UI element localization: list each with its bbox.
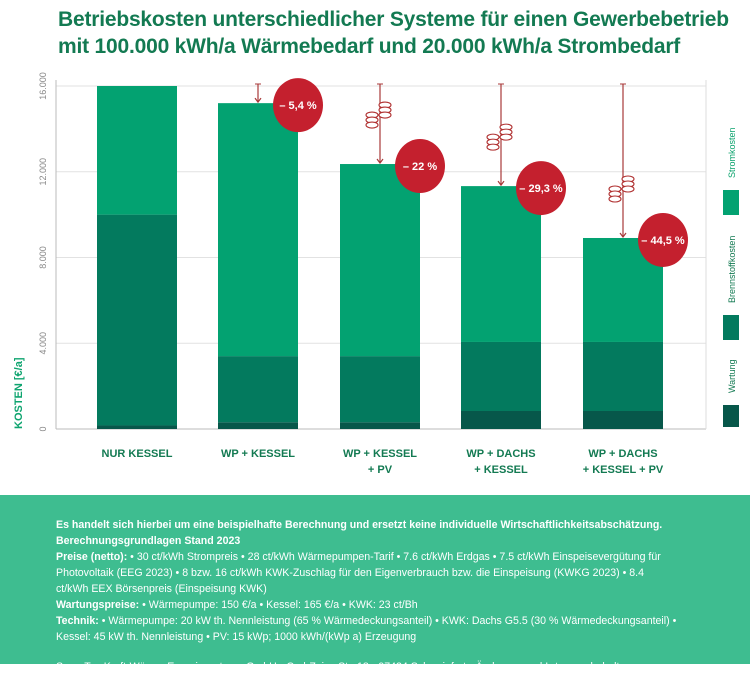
stacked-bar-chart: 0 4.000 8.000 12.000 16.000 KOSTEN [€/a] NUR K… <box>13 72 739 476</box>
prices-label: Preise (netto): <box>56 551 128 563</box>
y-tick-label: 8.000 <box>38 246 48 269</box>
y-tick-label: 0 <box>38 426 48 431</box>
prices-text: • 30 ct/kWh Strompreis • 28 ct/kWh Wärme… <box>56 551 661 595</box>
category-label: NUR KESSEL <box>102 448 173 460</box>
bar-brennstoffkosten <box>583 341 663 411</box>
coin-stack-icon <box>621 185 635 193</box>
arrow-head <box>254 97 262 104</box>
bar-wartung <box>218 422 298 429</box>
title-line-1: Betriebskosten unterschiedlicher Systeme… <box>58 8 729 31</box>
address: SenerTec Kraft-Wärme-Energiesysteme GmbH… <box>56 661 635 673</box>
bar-stromkosten <box>97 86 177 215</box>
savings-badge <box>638 212 688 267</box>
y-tick-label: 4.000 <box>38 332 48 355</box>
savings-label: – 22 % <box>403 161 437 173</box>
bar-stromkosten <box>461 186 541 342</box>
legend-swatch <box>723 405 739 427</box>
tech-label: Technik: <box>56 615 99 627</box>
category-label: WP + KESSEL <box>221 448 295 460</box>
maint-label: Wartungspreise: <box>56 599 140 611</box>
bar-stromkosten <box>340 164 420 357</box>
y-tick-label: 16.000 <box>38 72 48 100</box>
y-axis-label: KOSTEN [€/a] <box>13 357 25 429</box>
disclaimer: Es handelt sich hierbei um eine beispiel… <box>56 519 663 531</box>
arrow-head <box>619 232 627 238</box>
bar-brennstoffkosten <box>218 356 298 423</box>
bar-stromkosten <box>218 103 298 357</box>
category-label: + KESSEL + PV <box>583 464 664 476</box>
coin-stack-icon <box>608 195 622 203</box>
savings-badge <box>516 161 566 216</box>
bar-brennstoffkosten <box>340 356 420 423</box>
legend-label: Stromkosten <box>727 127 737 178</box>
basis: Berechnungsgrundlagen Stand 2023 <box>56 535 241 547</box>
tech-text: • Wärmepumpe: 20 kW th. Nennleistung (65… <box>56 615 677 643</box>
savings-badge <box>395 139 445 194</box>
savings-label: – 5,4 % <box>279 100 317 112</box>
savings-badge <box>273 78 323 133</box>
coin-stack-icon <box>499 133 513 141</box>
legend-label: Brennstoffkosten <box>727 236 737 303</box>
arrow-head <box>376 158 384 165</box>
category-label: WP + KESSEL <box>343 448 417 460</box>
footer-notes: Es handelt sich hierbei um eine beispiel… <box>0 495 750 673</box>
bar-brennstoffkosten <box>461 341 541 411</box>
legend-label: Wartung <box>727 359 737 393</box>
category-label: + KESSEL <box>474 464 528 476</box>
category-label: + PV <box>368 464 393 476</box>
maint-text: • Wärmepumpe: 150 €/a • Kessel: 165 €/a … <box>139 599 418 611</box>
title-line-2: mit 100.000 kWh/a Wärmebedarf und 20.000… <box>58 35 681 58</box>
savings-label: – 44,5 % <box>641 235 685 247</box>
y-tick-label: 12.000 <box>38 158 48 186</box>
bar-wartung <box>583 410 663 429</box>
category-label: WP + DACHS <box>588 448 657 460</box>
chart-title: Betriebskosten unterschiedlicher Systeme… <box>58 6 729 60</box>
category-label: WP + DACHS <box>466 448 535 460</box>
legend-swatch <box>723 315 739 340</box>
bar-wartung <box>340 422 420 429</box>
coin-stack-icon <box>486 143 500 151</box>
bar-wartung <box>461 410 541 429</box>
bar-brennstoffkosten <box>97 214 177 426</box>
legend-swatch <box>723 190 739 215</box>
coin-stack-icon <box>365 121 379 129</box>
coin-stack-icon <box>378 111 392 119</box>
arrow-head <box>497 180 505 187</box>
savings-label: – 29,3 % <box>519 183 563 195</box>
bar-wartung <box>97 425 177 429</box>
